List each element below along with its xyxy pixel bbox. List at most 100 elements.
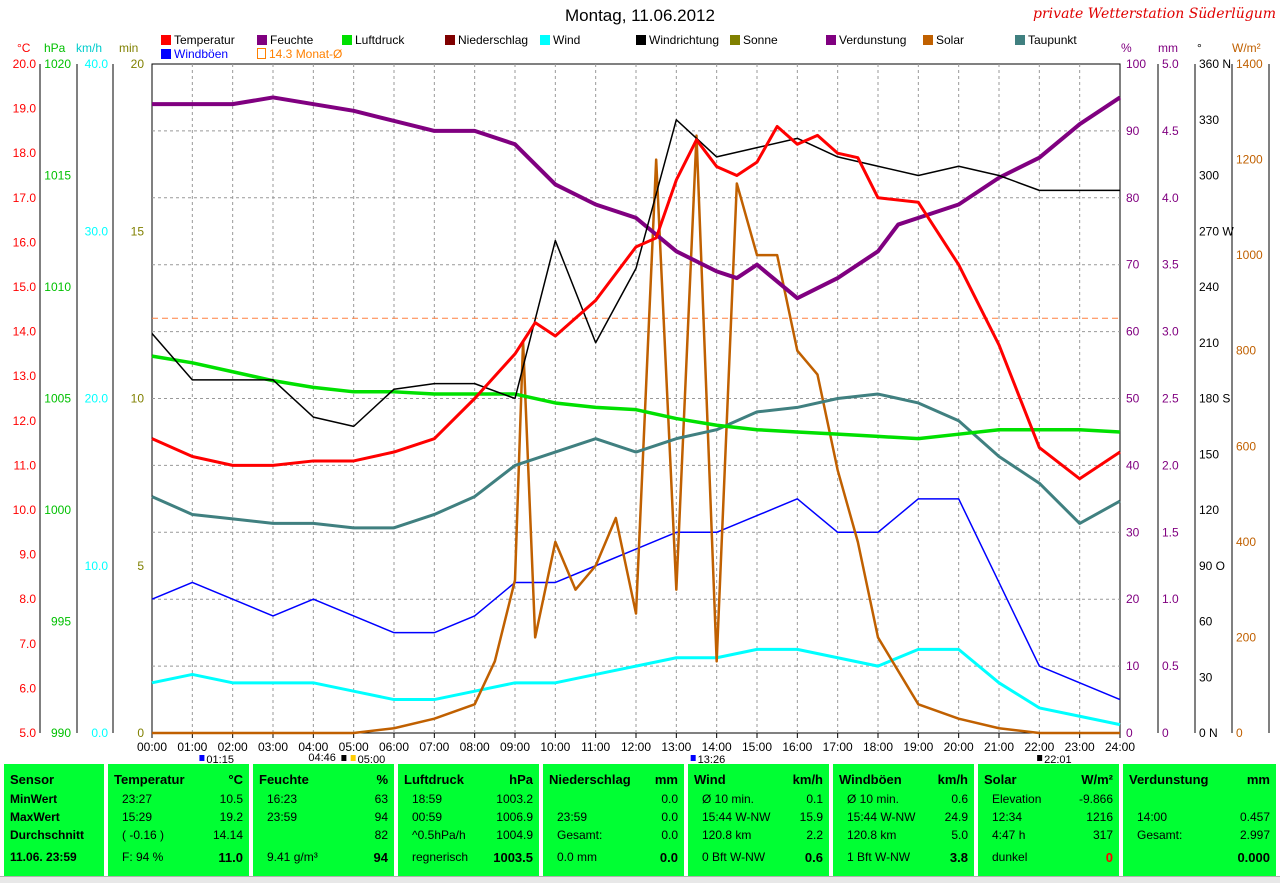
axis-dir-tick: 120 <box>1199 503 1219 517</box>
legend-swatch <box>636 35 646 45</box>
axis-humidity-tick: 70 <box>1126 258 1140 272</box>
stats-value: 11.0 <box>218 850 243 865</box>
stats-text: Windböen <box>839 772 902 787</box>
x-tick-label: 08:00 <box>460 740 490 754</box>
x-tick-label: 07:00 <box>419 740 449 754</box>
axis-rain-tick: 2.0 <box>1162 458 1179 472</box>
axis-dir-tick: 240 <box>1199 280 1219 294</box>
stats-text: 16:23 <box>267 792 298 806</box>
stats-value: 10.5 <box>219 792 243 806</box>
axis-pressure-tick: 1010 <box>44 280 71 294</box>
stats-text: ^0.5hPa/h <box>412 828 466 842</box>
station-name: private Wetterstation Süderlügum <box>1033 6 1276 22</box>
legend-label: 14.3 Monat-Ø <box>269 47 343 61</box>
axis-temp-tick: 5.0 <box>19 726 36 740</box>
legend-label: Sonne <box>743 33 778 47</box>
stats-value: 0.1 <box>806 792 823 806</box>
stats-text: Verdunstung <box>1129 772 1209 787</box>
legend-item: Temperatur <box>161 33 235 47</box>
stats-text: ( -0.16 ) <box>122 828 165 842</box>
legend-item: Wind <box>540 33 580 47</box>
axis-solar-tick: 800 <box>1236 344 1256 358</box>
axis-wind-tick: 20.0 <box>85 392 109 406</box>
stats-value: 1216 <box>1086 810 1113 824</box>
stats-value: 0.6 <box>951 792 968 806</box>
axis-rain-tick: 4.5 <box>1162 124 1179 138</box>
x-tick-label: 09:00 <box>500 740 530 754</box>
axis-temp-tick: 18.0 <box>13 146 37 160</box>
x-marker-label: 13:26 <box>698 754 726 764</box>
axis-rain-tick: 4.0 <box>1162 191 1179 205</box>
legend-label: Feuchte <box>270 33 314 47</box>
legend-swatch <box>342 35 352 45</box>
axis-sun-tick: 15 <box>131 224 145 238</box>
axis-rain-tick: 3.0 <box>1162 325 1179 339</box>
axis-wind-tick: 30.0 <box>85 224 109 238</box>
weather-chart: 00:00 01:00 02:00 03:00 04:00 05:00 06:00 07:00… <box>13 57 1270 764</box>
stats-value: 94 <box>374 810 388 824</box>
x-tick-label: 14:00 <box>702 740 732 754</box>
x-tick-label: 03:00 <box>258 740 288 754</box>
x-marker <box>350 755 356 761</box>
stats-value: km/h <box>937 772 968 787</box>
x-marker-label: 04:46 <box>308 752 336 764</box>
x-tick-label: 13:00 <box>661 740 691 754</box>
stats-text: Elevation <box>992 792 1042 806</box>
stats-value: % <box>376 772 388 787</box>
axis-solar-tick: 1200 <box>1236 153 1263 167</box>
x-tick-label: 01:00 <box>177 740 207 754</box>
axis-solar-tick: 1000 <box>1236 248 1263 262</box>
stats-value: 0.0 <box>659 850 678 865</box>
legend-swatch <box>161 49 171 59</box>
legend-label: Windrichtung <box>649 33 720 47</box>
legend-label: Solar <box>936 33 965 47</box>
legend-label: Wind <box>553 33 581 47</box>
series-solar <box>152 134 1120 735</box>
axis-humidity-tick: 80 <box>1126 191 1140 205</box>
stats-panel: Verdunstung mm 14:00 0.457 Gesamt: 2.997 0.000 <box>1123 764 1276 876</box>
stats-value: hPa <box>509 772 533 787</box>
axis-wind-tick: 10.0 <box>85 559 109 573</box>
stats-text: Solar <box>984 772 1017 787</box>
axis-solar-tick: 1400 <box>1236 57 1263 71</box>
axis-dir-tick: 300 <box>1199 169 1219 183</box>
stats-text: 15:44 W-NW <box>847 810 916 824</box>
axis-dir-tick: 0 N <box>1199 726 1218 740</box>
legend-item: Niederschlag <box>445 33 528 47</box>
x-tick-label: 15:00 <box>742 740 772 754</box>
axis-sun-tick: 0 <box>137 726 144 740</box>
stats-text: Niederschlag <box>549 772 631 787</box>
stats-text: 23:59 <box>557 810 588 824</box>
axis-dir-tick: 330 <box>1199 113 1219 127</box>
x-tick-label: 11:00 <box>581 740 610 754</box>
stats-text: 18:59 <box>412 792 443 806</box>
axis-temp-tick: 20.0 <box>13 57 37 71</box>
axis-pressure-tick: 1005 <box>44 392 71 406</box>
stats-value: 0.0 <box>661 792 678 806</box>
axis-wind-tick: 40.0 <box>85 57 109 71</box>
stats-value: mm <box>1246 772 1270 787</box>
stats-panel: Niederschlag mm 0.0 23:59 0.0 Gesamt: 0.0 0.0 m… <box>543 764 684 876</box>
stats-value: -9.866 <box>1078 792 1113 806</box>
unit-sun: min <box>119 41 139 55</box>
legend-label: Windböen <box>174 47 229 61</box>
stats-text: F: 94 % <box>122 850 164 864</box>
legend-item: Feuchte <box>257 33 313 47</box>
unit-wind: km/h <box>76 41 103 55</box>
stats-value: 63 <box>374 792 388 806</box>
axis-dir-tick: 210 <box>1199 336 1219 350</box>
axis-rain-tick: 2.5 <box>1162 392 1179 406</box>
axis-humidity-tick: 30 <box>1126 525 1140 539</box>
stats-text: dunkel <box>992 850 1028 864</box>
axis-solar-tick: 0 <box>1236 726 1243 740</box>
axis-rain-tick: 1.5 <box>1162 525 1179 539</box>
axis-rain-tick: 0 <box>1162 726 1169 740</box>
stats-text: Wind <box>694 772 726 787</box>
x-tick-label: 18:00 <box>863 740 893 754</box>
legend-swatch <box>923 35 933 45</box>
x-tick-label: 10:00 <box>540 740 570 754</box>
legend-item: Luftdruck <box>342 33 404 47</box>
axis-pressure-tick: 1020 <box>44 57 71 71</box>
stats-label-max: MaxWert <box>10 810 60 824</box>
legend-label: Verdunstung <box>839 33 907 47</box>
